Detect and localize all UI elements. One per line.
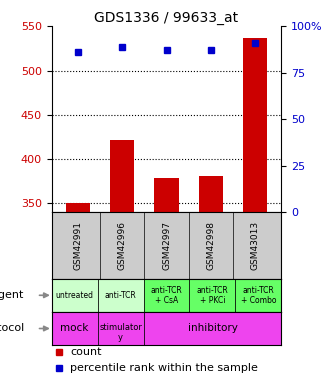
Bar: [66, 202, 90, 212]
Text: anti-TCR
+ Combo: anti-TCR + Combo: [241, 286, 276, 304]
Text: mock: mock: [60, 324, 89, 333]
Text: untreated: untreated: [56, 291, 94, 300]
Bar: [189, 279, 235, 312]
Bar: [235, 279, 281, 312]
Bar: [144, 279, 189, 312]
Text: GSM42997: GSM42997: [162, 221, 171, 270]
Title: GDS1336 / 99633_at: GDS1336 / 99633_at: [95, 11, 238, 25]
Text: count: count: [70, 346, 102, 357]
Bar: [52, 279, 98, 312]
Text: percentile rank within the sample: percentile rank within the sample: [70, 363, 258, 374]
Text: agent: agent: [0, 290, 24, 300]
Bar: [198, 176, 223, 212]
Text: GSM42991: GSM42991: [74, 221, 83, 270]
Text: GSM42996: GSM42996: [118, 221, 127, 270]
Bar: [98, 312, 144, 345]
Text: anti-TCR
+ PKCi: anti-TCR + PKCi: [196, 286, 228, 304]
Text: GSM43013: GSM43013: [250, 221, 259, 270]
Text: protocol: protocol: [0, 324, 24, 333]
Text: GSM42998: GSM42998: [206, 221, 215, 270]
Text: anti-TCR: anti-TCR: [105, 291, 137, 300]
Bar: [110, 140, 135, 212]
Bar: [155, 178, 178, 212]
Text: stimulator
y: stimulator y: [99, 323, 142, 342]
Bar: [243, 38, 267, 212]
Bar: [52, 312, 98, 345]
Bar: [98, 279, 144, 312]
Bar: [144, 312, 281, 345]
Text: inhibitory: inhibitory: [187, 324, 237, 333]
Text: anti-TCR
+ CsA: anti-TCR + CsA: [151, 286, 182, 304]
